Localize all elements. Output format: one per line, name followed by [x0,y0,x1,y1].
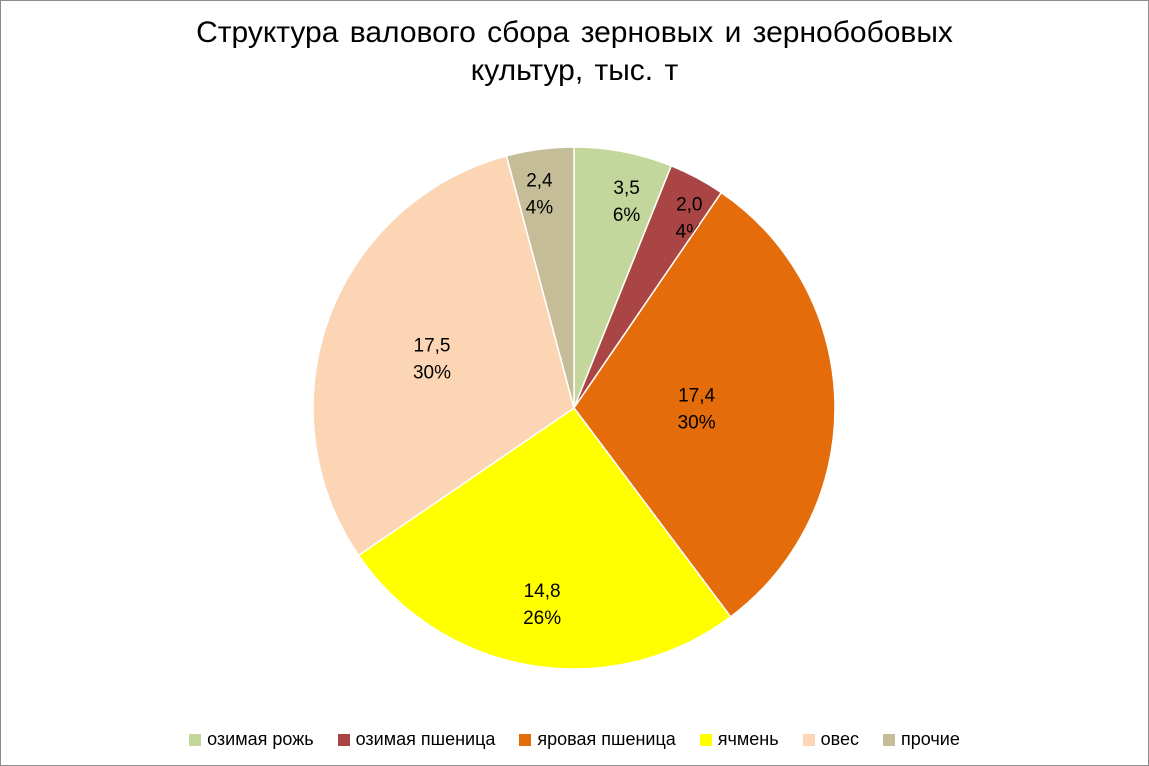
legend-swatch-4 [802,733,815,746]
pie-slice-3 [357,406,732,670]
slice-value-label-1: 2,0 [676,195,702,216]
pie-slice-4 [312,154,575,557]
legend-label-4: овес [820,729,860,749]
slice-percent-label-3: 26% [523,608,561,629]
chart-title: Структура валового сбора зерновых и зерн… [0,14,1149,90]
slice-value-label-5: 2,4 [526,171,553,192]
pie-slice-2 [573,191,836,618]
pie-slice-5 [505,146,575,409]
legend-item-0: озимая рожь [189,729,314,750]
legend-label-2: яровая пшеница [537,729,676,749]
slice-percent-label-2: 30% [678,412,716,433]
chart-title-line-1: Структура валового сбора зерновых и зерн… [196,16,953,49]
slice-percent-label-4: 30% [413,362,451,383]
legend-item-1: озимая пшеница [337,729,496,750]
slice-value-label-2: 17,4 [678,385,715,406]
legend-label-0: озимая рожь [207,729,314,749]
legend-swatch-2 [519,733,532,746]
chart-title-line-2: культур, тыс. т [470,54,679,87]
legend-label-5: прочие [901,729,960,749]
legend-swatch-3 [699,733,712,746]
legend-item-5: прочие [883,729,960,750]
legend-label-1: озимая пшеница [355,729,496,749]
legend: озимая рожь озимая пшеница яровая пшеница я… [0,729,1149,750]
legend-item-2: яровая пшеница [519,729,676,750]
legend-item-3: ячмень [699,729,779,750]
slice-percent-label-5: 4% [526,198,554,219]
slice-value-label-3: 14,8 [524,581,561,602]
slice-value-label-0: 3,5 [613,178,639,199]
legend-swatch-0 [189,733,202,746]
legend-swatch-1 [337,733,350,746]
legend-label-3: ячмень [717,729,779,749]
slice-percent-label-0: 6% [613,205,641,226]
legend-item-4: овес [802,729,860,750]
slice-value-label-4: 17,5 [414,335,451,356]
legend-swatch-5 [883,733,896,746]
